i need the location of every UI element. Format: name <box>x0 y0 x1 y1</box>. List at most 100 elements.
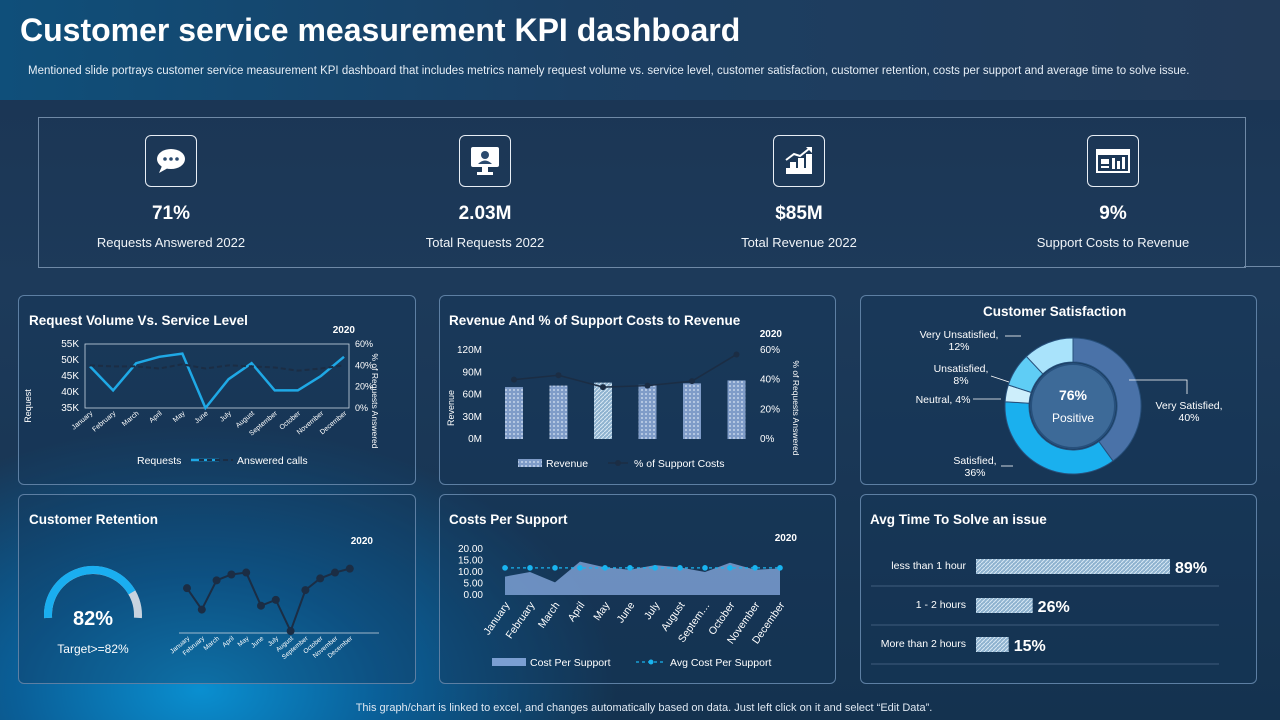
cost-area <box>505 561 780 595</box>
pct-unsatisfied: 8% <box>953 375 968 387</box>
center-label: Positive <box>1052 411 1094 425</box>
panel-costs-per-support: Costs Per Support 2020 20.00 15.00 10.00 5.… <box>439 494 836 684</box>
y2-tick-label: 20% <box>355 382 373 392</box>
kpi-value: 2.03M <box>458 203 512 224</box>
y2-axis-label: % of Requests Answered <box>370 354 380 449</box>
pct-very-satisfied: 40% <box>1178 412 1199 424</box>
support-cost-point <box>644 382 651 389</box>
avg-cost-point <box>552 565 558 571</box>
chat-bubble-icon <box>145 135 197 187</box>
revenue-bar <box>549 385 568 439</box>
x-tick-label: April <box>566 600 588 624</box>
gauge-value: 82% <box>73 608 113 630</box>
avg-time-chart: less than 1 hour 89% 1 - 2 hours 26% More th… <box>871 559 1219 665</box>
x-tick-label: March <box>121 410 140 428</box>
header-band <box>0 0 1280 100</box>
legend-cost: Cost Per Support <box>530 657 611 669</box>
x-tick-label: March <box>203 635 222 652</box>
retention-point <box>183 584 191 593</box>
footer-note: This graph/chart is linked to excel, and… <box>355 702 933 714</box>
y-tick-label: 10.00 <box>458 567 483 578</box>
kpi-label: Support Costs to Revenue <box>1036 235 1190 250</box>
legend-requests: Requests <box>137 455 181 467</box>
legend-revenue-swatch <box>518 459 542 467</box>
legend-support: % of Support Costs <box>634 458 724 470</box>
y2-tick-label: 40% <box>760 375 780 386</box>
kpi-requests-answered: 71% Requests Answered 2022 <box>41 118 301 250</box>
kpi-label: Requests Answered 2022 <box>96 235 246 250</box>
chart-year: 2020 <box>333 325 356 336</box>
legend-answered: Answered calls <box>237 455 308 467</box>
x-tick-label: May <box>591 599 613 623</box>
growth-chart-icon <box>773 135 825 187</box>
category-label: More than 2 hours <box>881 638 966 650</box>
y2-tick-label: 60% <box>355 339 373 349</box>
label-very-unsatisfied: Very Unsatisfied, <box>920 329 999 341</box>
y2-tick-label: 60% <box>760 345 780 356</box>
report-dashboard-icon <box>1087 135 1139 187</box>
time-bar <box>976 598 1033 613</box>
y-tick-label: 50K <box>61 355 79 366</box>
y2-axis-label: % of Requests Answered <box>791 361 801 456</box>
donut-center <box>1030 363 1116 449</box>
y-axis-label: Request <box>23 389 33 423</box>
revenue-bar <box>594 382 612 439</box>
kpi-strip: 71% Requests Answered 2022 2.03M Total R… <box>38 117 1246 268</box>
panel-revenue-support: Revenue And % of Support Costs to Revenu… <box>439 295 836 485</box>
avg-cost-point <box>677 565 683 571</box>
kpi-support-costs: 9% Support Costs to Revenue <box>983 118 1243 250</box>
time-bar <box>976 637 1009 652</box>
chart-year: 2020 <box>760 329 783 340</box>
pct-very-unsatisfied: 12% <box>948 341 969 353</box>
y-tick-label: 0M <box>468 434 482 445</box>
kpi-label: Total Requests 2022 <box>425 235 545 250</box>
page-subtitle: Mentioned slide portrays customer servic… <box>28 65 1190 77</box>
chart-year: 2020 <box>775 533 798 544</box>
x-tick-label: August <box>235 410 256 429</box>
x-tick-label: April <box>148 410 164 425</box>
support-costs-line <box>513 353 737 388</box>
avg-cost-point <box>602 565 608 571</box>
plot-frame <box>84 343 350 409</box>
y-tick-label: 60M <box>463 390 482 401</box>
time-bar <box>976 559 1171 574</box>
panel-title: Costs Per Support <box>449 512 568 527</box>
revenue-bar <box>638 384 657 439</box>
retention-point <box>242 568 251 577</box>
avg-cost-point <box>527 565 533 571</box>
value-label: 26% <box>1038 599 1070 616</box>
x-tick-label: July <box>219 410 233 424</box>
donut-slice <box>1025 337 1074 375</box>
label-satisfied: Satisfied, <box>953 455 996 467</box>
y-tick-label: 40K <box>61 387 79 398</box>
legend-avg: Avg Cost Per Support <box>670 657 771 669</box>
kpi-value: $85M <box>775 203 823 224</box>
legend-avg-marker <box>648 659 654 665</box>
y2-tick-label: 20% <box>760 404 780 415</box>
x-tick-label: July <box>642 599 663 622</box>
retention-point <box>271 595 280 604</box>
panel-title: Customer Satisfaction <box>983 304 1127 319</box>
label-unsatisfied: Unsatisfied, <box>934 363 989 375</box>
panel-title: Request Volume Vs. Service Level <box>29 313 248 328</box>
y-tick-label: 5.00 <box>464 579 484 590</box>
panel-title: Avg Time To Solve an issue <box>870 512 1047 527</box>
retention-chart: 82% Target>=82% 2020 JanuaryFebruaryMarc… <box>44 536 379 661</box>
x-tick-label: February <box>91 410 117 434</box>
avg-cost-point <box>627 565 633 571</box>
x-tick-label: June <box>194 410 210 425</box>
retention-line <box>186 567 351 634</box>
y-tick-label: 20.00 <box>458 544 483 555</box>
avg-cost-point <box>777 565 783 571</box>
retention-point <box>197 605 206 614</box>
avg-cost-point <box>652 565 658 571</box>
label-neutral: Neutral, 4% <box>916 394 971 406</box>
retention-point <box>301 586 310 595</box>
value-label: 15% <box>1014 638 1046 655</box>
y-tick-label: 15.00 <box>458 556 483 567</box>
gauge-target: Target>=82% <box>57 642 129 656</box>
support-cost-point <box>733 351 740 358</box>
revenue-bar <box>683 383 701 439</box>
x-tick-label: April <box>221 635 236 649</box>
